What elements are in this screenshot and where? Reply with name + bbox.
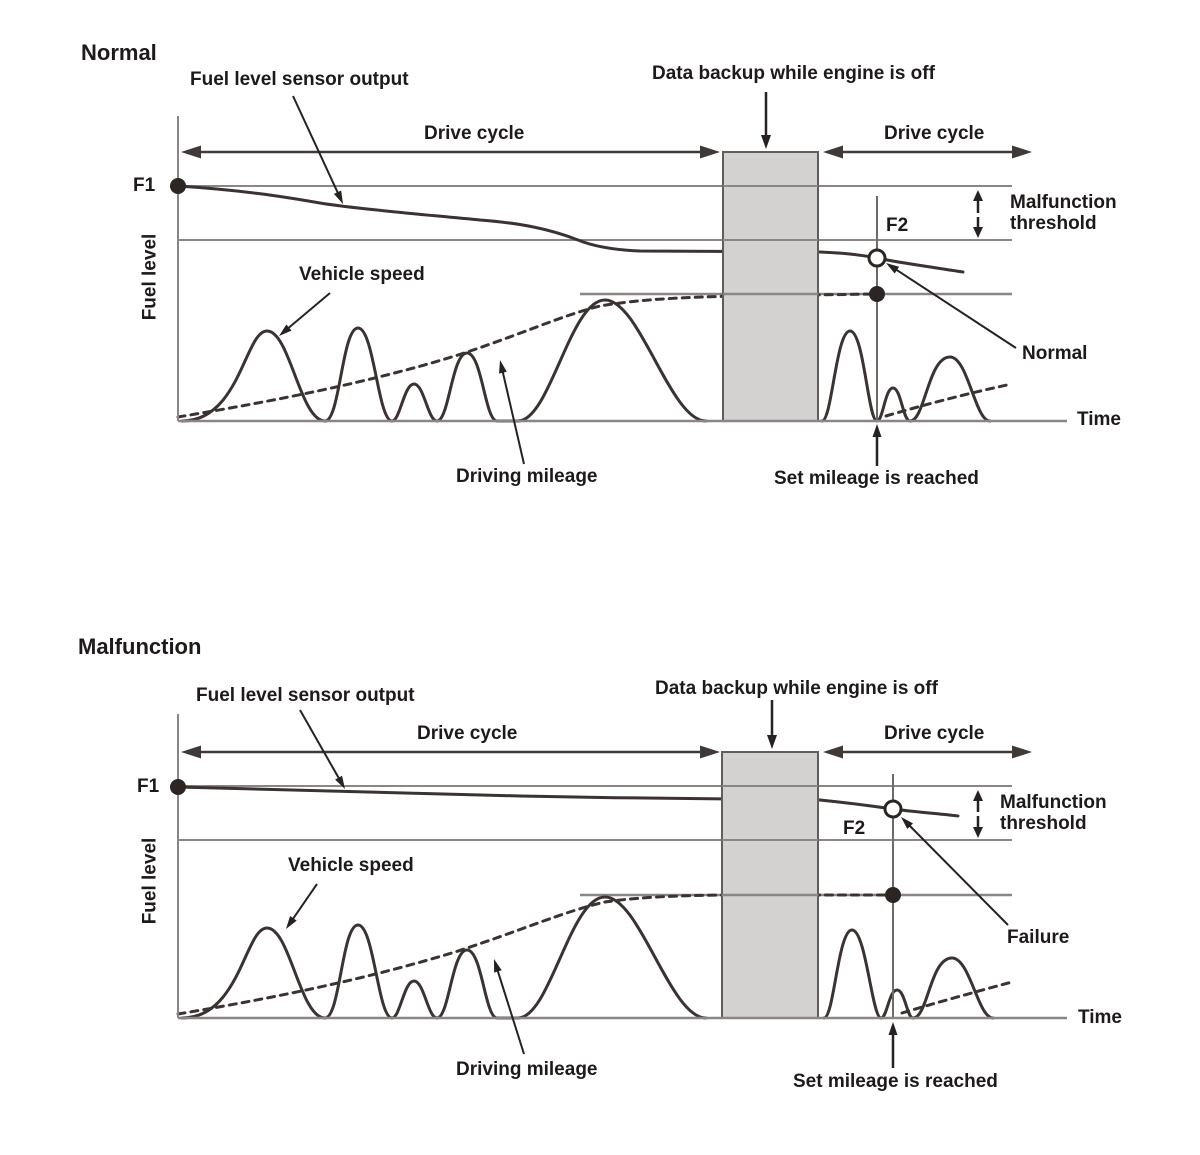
engine-off-band (722, 151, 819, 422)
driving-mileage-label: Driving mileage (456, 466, 598, 487)
fuel-sensor-output-curve (176, 785, 960, 818)
vehicle-speed-curve (180, 298, 992, 423)
drive-cycle-left-arrow (700, 745, 720, 759)
vehicle-speed-pointer (279, 324, 292, 336)
threshold-span-arrow-up (973, 790, 983, 801)
vehicle-speed-pointer (286, 916, 297, 929)
set-mileage-label: Set mileage is reached (793, 1071, 998, 1092)
driving-mileage-pointer (496, 968, 525, 1055)
driving-mileage-dashed-next-cycle (900, 980, 1014, 1015)
set-mileage-dot (869, 286, 885, 302)
engine-off-band (721, 751, 819, 1019)
vehicle-speed-label: Vehicle speed (299, 264, 425, 285)
malfunction-title: Malfunction (78, 634, 202, 659)
drive-cycle-left-arrow (181, 145, 201, 159)
vehicle-speed-pointer (286, 292, 331, 331)
result-pointer (907, 823, 1009, 926)
driving-mileage-dashed (176, 292, 879, 419)
sensor-output-label: Fuel level sensor output (190, 69, 409, 90)
drive-cycle-right-label: Drive cycle (884, 723, 985, 744)
threshold-span-arrow-down (973, 827, 983, 838)
driving-mileage-label: Driving mileage (456, 1059, 598, 1080)
fuel-level-axis-label: Fuel level (139, 837, 161, 925)
f2-label: F2 (886, 215, 909, 236)
data-backup-label: Data backup while engine is off (655, 678, 938, 699)
drive-cycle-left-arrow (181, 745, 201, 759)
drive-cycle-left-label: Drive cycle (417, 723, 518, 744)
driving-mileage-pointer (494, 959, 502, 973)
sensor-output-pointer (299, 709, 341, 781)
vehicle-speed-curve (180, 895, 995, 1020)
drive-cycle-right-arrow (823, 145, 843, 159)
set-mileage-pointer (888, 1022, 898, 1035)
fuel-sensor-output-curve (176, 184, 965, 274)
data-backup-pointer (761, 135, 771, 149)
vehicle-speed-label: Vehicle speed (288, 855, 414, 876)
time-axis-label: Time (1077, 409, 1122, 430)
time-axis-label: Time (1078, 1007, 1123, 1028)
drive-cycle-right-arrow (1012, 145, 1032, 159)
sensor-output-pointer (333, 190, 343, 204)
driving-mileage-dashed-next-cycle (884, 383, 1009, 418)
driving-mileage-pointer (501, 369, 525, 465)
result-pointer (894, 267, 1017, 349)
vehicle-speed-pointer (291, 883, 318, 922)
driving-mileage-pointer (499, 360, 507, 374)
sensor-output-pointer (335, 775, 345, 789)
data-backup-pointer (767, 735, 777, 749)
drive-cycle-left-arrow (700, 145, 720, 159)
drive-cycle-left-label: Drive cycle (424, 123, 525, 144)
drive-cycle-right-arrow (1012, 745, 1032, 759)
result-pointer (901, 817, 913, 830)
f1-start-dot (170, 779, 186, 795)
f1-start-dot (170, 178, 186, 194)
threshold-span-arrow-up (973, 190, 983, 201)
set-mileage-label: Set mileage is reached (774, 468, 979, 489)
result-normal-label: Normal (1022, 343, 1088, 364)
malfunction-threshold-label: Malfunction threshold (1000, 792, 1107, 834)
threshold-span-arrow-down (973, 227, 983, 238)
driving-mileage-dashed (176, 893, 895, 1016)
drive-cycle-right-label: Drive cycle (884, 123, 985, 144)
result-failure-label: Failure (1007, 927, 1070, 948)
sensor-output-label: Fuel level sensor output (196, 685, 415, 706)
malfunction-threshold-label: Malfunction threshold (1010, 192, 1117, 234)
drive-cycle-right-arrow (823, 745, 843, 759)
f1-label: F1 (133, 175, 156, 196)
fuel-level-axis-label: Fuel level (139, 233, 161, 321)
result-pointer (886, 263, 900, 274)
f2-open-circle (867, 248, 887, 268)
sensor-output-pointer (292, 95, 340, 195)
data-backup-label: Data backup while engine is off (652, 63, 935, 84)
f2-open-circle (883, 799, 903, 819)
set-mileage-pointer (872, 424, 882, 437)
f1-label: F1 (137, 776, 160, 797)
set-mileage-dot (885, 887, 901, 903)
normal-title: Normal (81, 40, 157, 65)
f2-label: F2 (843, 818, 866, 839)
